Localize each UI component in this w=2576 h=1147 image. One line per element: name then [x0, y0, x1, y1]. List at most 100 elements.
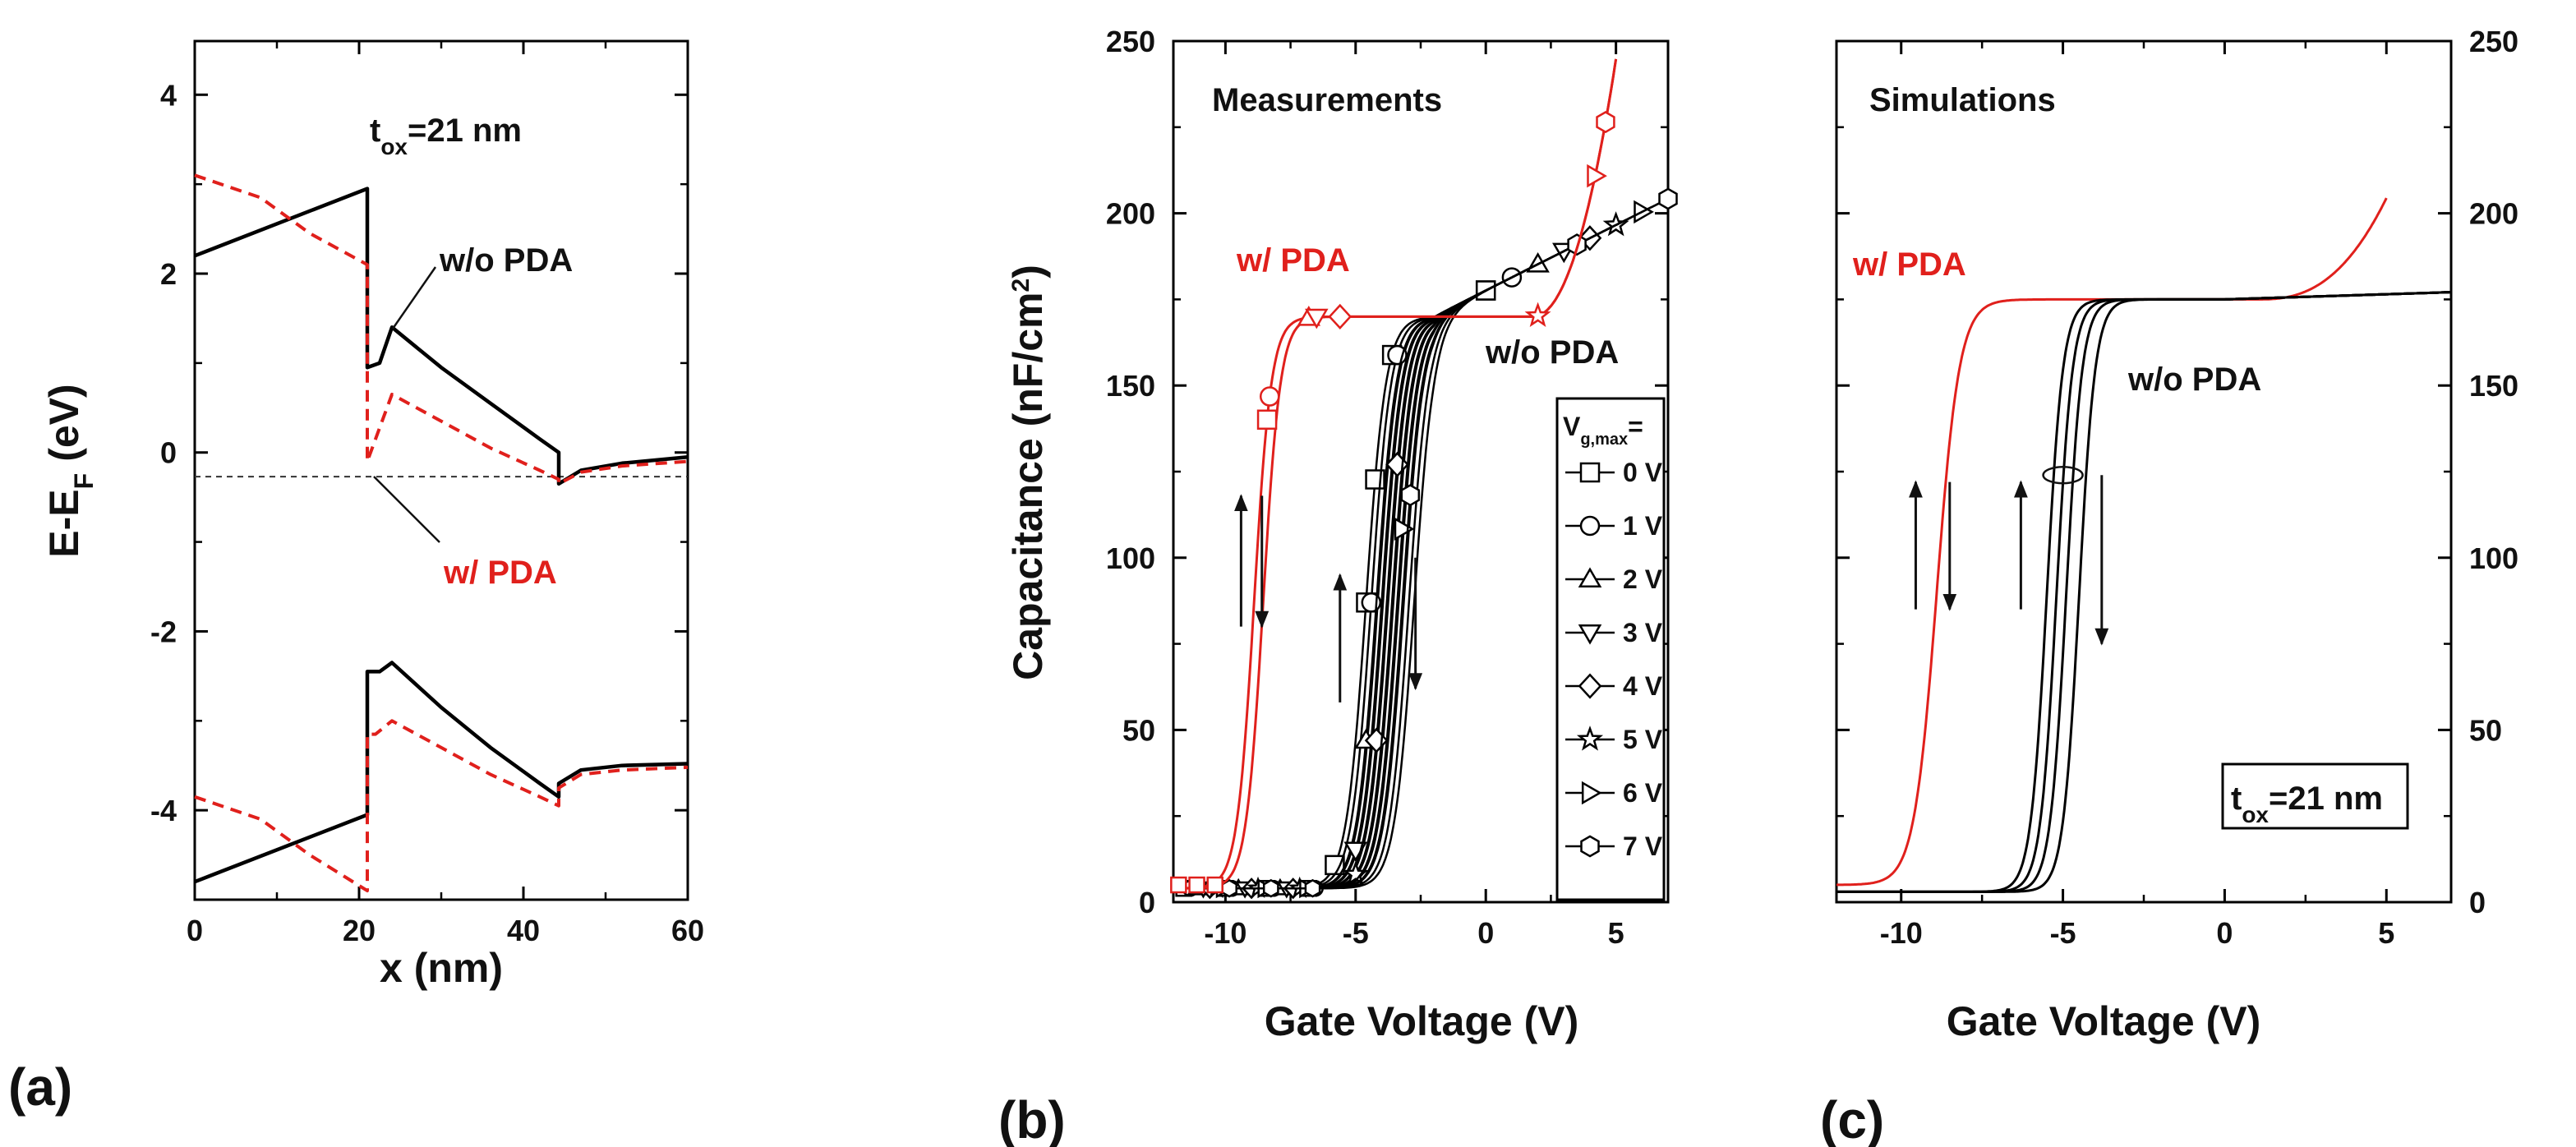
data-marker [1524, 302, 1551, 328]
data-marker [1579, 462, 1601, 483]
data-marker [1576, 726, 1604, 751]
panel-b-label: (b) [998, 1090, 1066, 1147]
panel-b-title: Measurements [1212, 82, 1442, 118]
panel-a-y-label: E-EF(eV) [41, 384, 99, 557]
legend-label: 7 V [1623, 831, 1663, 861]
data-marker [1400, 484, 1421, 507]
legend-label: 6 V [1623, 778, 1663, 808]
data-marker [1580, 835, 1600, 858]
y-tick-label-right: 50 [2469, 713, 2502, 747]
x-tick-label: 0 [2216, 916, 2233, 950]
data-marker [1596, 111, 1615, 134]
legend-label: 2 V [1623, 564, 1663, 594]
data-marker [1256, 409, 1278, 430]
panel-a-x-label: x (nm) [380, 945, 503, 991]
x-tick-label: 5 [1608, 916, 1624, 950]
y-tick-label: 150 [1106, 369, 1155, 403]
panel-a-band-diagram [194, 173, 689, 893]
data-marker [1578, 624, 1602, 645]
y-tick-label: 2 [160, 257, 177, 291]
data-marker [1579, 515, 1601, 537]
legend-label: 0 V [1623, 458, 1663, 487]
panel-c-cv-curves [1836, 197, 2451, 893]
data-marker [1262, 878, 1279, 898]
y-tick-label: 0 [1139, 886, 1155, 919]
x-tick-label: -5 [1343, 916, 1369, 950]
data-marker [1206, 876, 1223, 894]
panel-b-legend: Vg,max= 0 V 1 V 2 V 3 V 4 V 5 V 6 V 7 V [1555, 397, 1666, 901]
cv-curve-wo-pda [1173, 276, 1513, 890]
x-tick-label: -10 [1204, 916, 1247, 950]
data-marker [1658, 187, 1678, 210]
panel-a-w-pda-pointer [373, 476, 440, 543]
panel-a-wo-pda-label: w/o PDA [439, 242, 573, 279]
legend-label: 3 V [1623, 618, 1663, 647]
x-tick-label: -5 [2050, 916, 2076, 950]
panel-b-x-label: Gate Voltage (V) [1265, 998, 1578, 1044]
cv-curve-wo-pda [1173, 276, 1513, 890]
legend-title: Vg,max= [1563, 412, 1643, 449]
data-marker [1394, 517, 1415, 541]
y-tick-label: -2 [150, 615, 177, 648]
band-line-w-pda [194, 173, 689, 486]
x-tick-label: 0 [1477, 916, 1494, 950]
data-marker [1364, 727, 1389, 753]
panel-a-w-pda-label: w/ PDA [443, 555, 557, 591]
panel-c-ticks [1836, 39, 2451, 904]
data-marker [1581, 781, 1602, 805]
x-tick-label: 0 [187, 914, 203, 947]
panel-c-x-label: Gate Voltage (V) [1947, 998, 2260, 1044]
y-tick-label: 250 [1106, 25, 1155, 58]
cv-curve-wo-pda [1173, 289, 1486, 890]
panel-b-y-label: Capacitance (nF/cm2) [1005, 265, 1051, 680]
legend-label: 5 V [1623, 725, 1663, 754]
y-tick-label: 100 [1106, 541, 1155, 575]
panel-a: 0 20 40 60 -4 -2 0 2 4 x (nm) E-EF(eV) (a) tox=2… [8, 39, 704, 1117]
panel-c-wo-pda-label: w/o PDA [2127, 362, 2261, 398]
y-tick-label-right: 200 [2469, 197, 2518, 231]
legend-entries: 0 V 1 V 2 V 3 V 4 V 5 V 6 V 7 V [1565, 458, 1663, 861]
panel-a-ticks [193, 41, 689, 900]
band-line-wo-pda [194, 187, 689, 486]
band-line-w-pda [194, 719, 689, 893]
legend-box [1555, 397, 1666, 901]
data-marker [1188, 876, 1205, 894]
data-marker [1259, 386, 1280, 407]
x-tick-label: 60 [671, 914, 704, 947]
cv-curve-wo-pda [1173, 289, 1486, 890]
curve-group-ellipse [2042, 465, 2084, 485]
panel-b-wo-pda-label: w/o PDA [1485, 334, 1619, 371]
legend-label: 4 V [1623, 671, 1663, 701]
panel-c-title: Simulations [1869, 82, 2056, 118]
legend-label: 1 V [1623, 511, 1663, 541]
x-tick-label: 40 [507, 914, 540, 947]
y-tick-label-right: 0 [2469, 886, 2486, 919]
y-tick-label: 0 [160, 436, 177, 470]
data-marker [1578, 567, 1602, 588]
data-marker [1587, 164, 1607, 188]
panel-a-tox-annotation: tox=21 nm [370, 113, 522, 159]
x-tick-label: -10 [1880, 916, 1923, 950]
data-marker [1304, 878, 1321, 898]
panel-a-label: (a) [8, 1057, 72, 1117]
y-tick-label: 50 [1122, 713, 1155, 747]
data-marker [1305, 308, 1329, 329]
panel-c-tox-annotation: tox=21 nm [2231, 781, 2383, 827]
band-line-wo-pda [194, 661, 689, 884]
y-tick-label: 200 [1106, 197, 1155, 231]
panel-c-label: (c) [1820, 1090, 1884, 1147]
panel-b-cv-curves [1170, 58, 1678, 900]
panel-a-tick-labels: 0 20 40 60 -4 -2 0 2 4 [150, 78, 704, 947]
x-tick-label: 20 [343, 914, 376, 947]
panel-c-w-pda-label: w/ PDA [1852, 246, 1966, 283]
y-tick-label: -4 [150, 794, 177, 827]
x-tick-label: 5 [2378, 916, 2394, 950]
sim-curve-wo-pda [1836, 291, 2451, 893]
y-tick-label: 4 [160, 78, 177, 112]
data-marker [1328, 303, 1353, 329]
